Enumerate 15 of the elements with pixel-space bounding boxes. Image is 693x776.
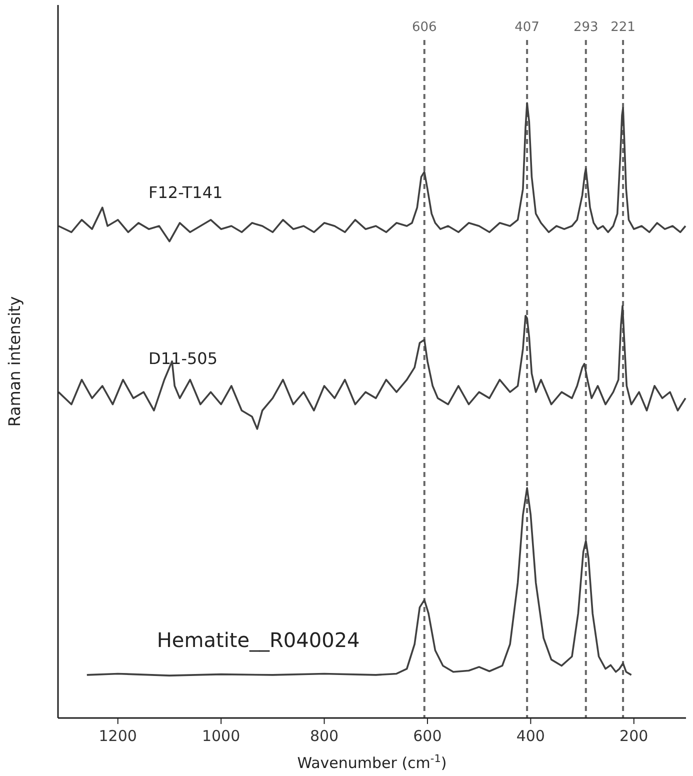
series-label: D11-505 [148, 349, 218, 368]
ref-line-label: 606 [412, 20, 437, 35]
series-label: Hematite__R040024 [156, 628, 360, 652]
ref-line-label: 293 [573, 20, 598, 35]
x-tick-label: 400 [516, 727, 545, 745]
y-axis-title: Raman intensity [5, 296, 24, 427]
x-tick-label: 800 [310, 727, 339, 745]
ref-line-label: 221 [610, 20, 636, 35]
x-tick-label: 600 [413, 727, 442, 745]
x-tick-label: 1200 [98, 727, 137, 745]
series-label: F12-T141 [148, 183, 223, 202]
x-tick-label: 200 [620, 727, 648, 745]
x-axis-title: Wavenumber (cm$^{-1}$) [297, 753, 447, 772]
x-tick-label: 1000 [202, 727, 240, 745]
ref-line-label: 407 [514, 20, 540, 35]
